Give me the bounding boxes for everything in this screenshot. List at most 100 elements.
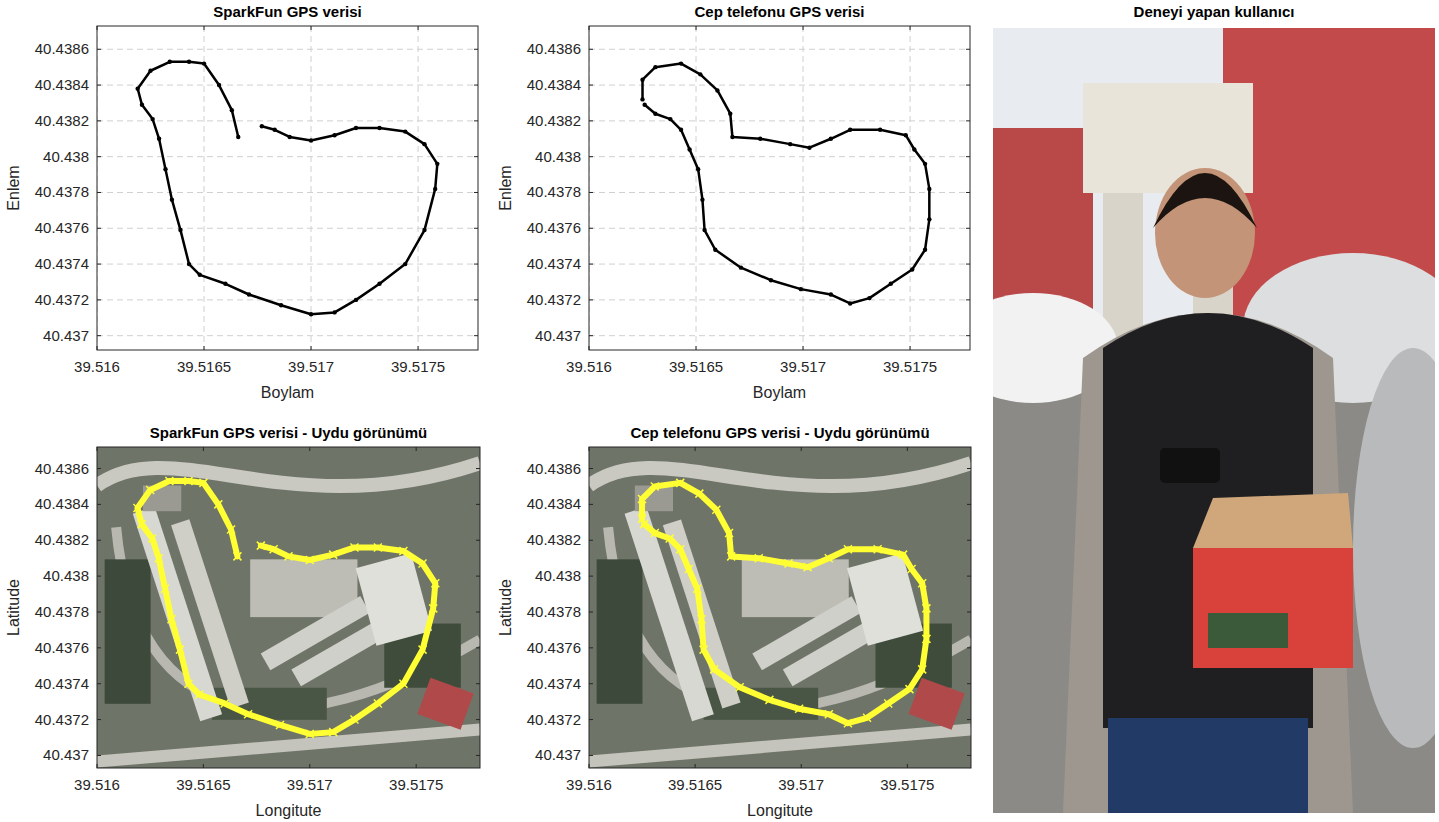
x-tick <box>204 26 205 30</box>
track-point <box>844 545 852 553</box>
y-tick <box>474 85 478 86</box>
y-tick <box>589 540 593 541</box>
track-point <box>788 142 792 146</box>
track-point <box>217 83 221 87</box>
plot-area <box>97 447 480 768</box>
track-point <box>878 128 882 132</box>
x-tick <box>589 764 590 768</box>
x-tick <box>97 26 98 30</box>
track-point <box>135 86 139 90</box>
x-tick <box>695 764 696 768</box>
track-point <box>922 635 930 643</box>
track-point <box>247 292 251 296</box>
track-point <box>653 112 657 116</box>
photo-content <box>993 28 1435 813</box>
x-tick <box>696 346 697 350</box>
grid-line <box>589 335 970 336</box>
track-point <box>422 142 426 146</box>
track-point <box>309 138 313 142</box>
track-point <box>844 719 852 727</box>
y-tick <box>589 335 593 336</box>
track-point <box>640 78 644 82</box>
y-tick <box>589 49 593 50</box>
x-tick-label: 39.517 <box>288 358 334 375</box>
grid-line <box>97 299 478 300</box>
x-tick <box>97 346 98 350</box>
grid-line <box>97 192 478 193</box>
track-point <box>150 117 154 121</box>
y-tick <box>97 49 101 50</box>
axes-frame <box>97 26 478 350</box>
y-tick <box>474 264 478 265</box>
x-tick <box>907 447 908 451</box>
track-point <box>825 554 833 562</box>
road <box>589 729 971 761</box>
track-point <box>422 228 426 232</box>
y-tick-label: 40.4384 <box>527 495 581 512</box>
y-tick <box>967 468 971 469</box>
y-tick-label: 40.4384 <box>527 76 581 93</box>
track-point <box>715 88 719 92</box>
track-point <box>676 545 684 553</box>
x-tick-label: 39.5165 <box>668 776 722 793</box>
track-point <box>685 565 693 573</box>
y-tick <box>97 85 101 86</box>
track-point <box>306 556 314 564</box>
grid-line <box>97 264 478 265</box>
track-point <box>198 273 202 277</box>
y-tick-label: 40.438 <box>43 148 89 165</box>
y-tick <box>589 156 593 157</box>
y-tick <box>589 755 593 756</box>
figure: 39.516 39.5165 39.517 39.5175 40.437 40.4372 4… <box>0 0 1439 822</box>
y-tick <box>476 647 480 648</box>
x-tick-label: 39.5175 <box>883 358 937 375</box>
grid-line <box>589 49 970 50</box>
track-point <box>702 228 706 232</box>
y-tick-label: 40.437 <box>43 327 89 344</box>
x-tick <box>589 26 590 30</box>
x-tick-label: 39.516 <box>566 776 612 793</box>
track-point <box>236 135 240 139</box>
track-point <box>727 552 735 560</box>
x-tick <box>801 764 802 768</box>
grid-line <box>97 228 478 229</box>
x-tick-label: 39.5175 <box>389 776 443 793</box>
road <box>589 463 971 486</box>
track-point <box>221 699 229 707</box>
y-tick <box>97 540 101 541</box>
track-point <box>725 529 733 537</box>
y-tick <box>589 719 593 720</box>
y-tick <box>967 755 971 756</box>
track-point <box>739 265 743 269</box>
satellite-shape <box>105 559 151 703</box>
track-point <box>419 560 427 568</box>
track-point <box>223 282 227 286</box>
car <box>1353 348 1435 748</box>
y-tick <box>589 683 593 684</box>
x-tick-label: 39.517 <box>780 358 826 375</box>
phone <box>1160 448 1220 483</box>
y-tick <box>966 299 970 300</box>
y-tick <box>474 335 478 336</box>
track-point <box>642 103 646 107</box>
track-point <box>435 162 439 166</box>
y-tick <box>589 504 593 505</box>
x-tick-label: 39.5165 <box>669 358 723 375</box>
y-tick <box>966 49 970 50</box>
track-point <box>795 705 803 713</box>
y-tick-label: 40.4372 <box>35 291 89 308</box>
track-point <box>807 146 811 150</box>
grid-line <box>589 192 970 193</box>
track-point <box>884 699 892 707</box>
track-point <box>697 615 705 623</box>
track-point <box>399 680 407 688</box>
track-point <box>374 543 382 551</box>
box-lid <box>1193 493 1353 548</box>
grid-line <box>696 26 697 350</box>
axes-frame <box>589 26 970 350</box>
y-tick-label: 40.438 <box>43 567 89 584</box>
track-point <box>653 65 657 69</box>
y-tick <box>97 504 101 505</box>
y-tick <box>967 719 971 720</box>
track-point <box>918 665 926 673</box>
